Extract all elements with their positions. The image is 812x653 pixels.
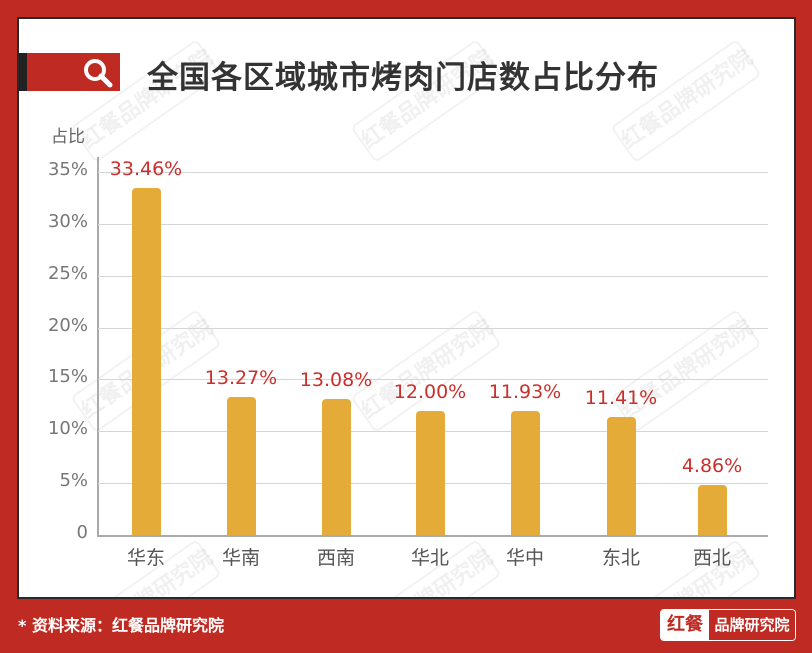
y-tick-label: 30% xyxy=(47,210,88,232)
y-tick-label: 35% xyxy=(47,159,88,180)
x-tick-label: 华东 xyxy=(126,547,165,569)
title-accent-dark-strip xyxy=(19,53,27,91)
bar-3 xyxy=(415,410,445,535)
bar-5 xyxy=(606,416,636,535)
y-tick-label: 25% xyxy=(47,262,88,284)
y-axis-line xyxy=(97,157,99,537)
gridline xyxy=(98,327,768,329)
y-tick-label: 20% xyxy=(47,314,88,336)
title-accent-bar xyxy=(19,53,120,91)
search-icon xyxy=(84,59,113,88)
x-tick-label: 西南 xyxy=(316,547,355,569)
bar-value-label: 11.93% xyxy=(488,381,562,404)
x-tick-label: 西北 xyxy=(692,547,731,569)
gridline xyxy=(98,172,768,173)
bar-4 xyxy=(510,411,540,535)
x-tick-label: 华南 xyxy=(221,547,260,569)
bar-value-label: 4.86% xyxy=(681,454,743,477)
gridline xyxy=(98,379,768,381)
x-tick-label: 东北 xyxy=(601,547,640,569)
y-tick-label: 15% xyxy=(47,366,88,388)
chart-panel: 红餐品牌研究院红餐品牌研究院红餐品牌研究院红餐品牌研究院红餐品牌研究院红餐品牌研… xyxy=(17,17,796,599)
x-tick-label: 华北 xyxy=(410,547,449,569)
bar-value-label: 13.27% xyxy=(204,367,278,390)
logo-left-text: 红餐 xyxy=(661,610,709,640)
y-tick-label: 5% xyxy=(59,470,88,492)
bar-0 xyxy=(131,187,161,535)
bar-value-label: 13.08% xyxy=(299,369,373,392)
source-note: * 资料来源：红餐品牌研究院 xyxy=(18,616,224,635)
bar-6 xyxy=(697,484,727,535)
x-axis-line xyxy=(97,535,768,537)
bar-value-label: 11.41% xyxy=(584,386,658,409)
gridline xyxy=(98,275,768,277)
brand-logo: 红餐 品牌研究院 xyxy=(660,609,796,641)
y-axis-label: 占比 xyxy=(51,127,85,147)
bar-value-label: 33.46% xyxy=(109,157,183,180)
x-tick-label: 华中 xyxy=(505,547,544,569)
chart-title: 全国各区域城市烤肉门店数占比分布 xyxy=(147,60,659,96)
gridline xyxy=(98,223,768,225)
bar-2 xyxy=(321,399,351,535)
y-tick-label: 10% xyxy=(47,418,88,440)
bar-value-label: 12.00% xyxy=(393,380,467,403)
y-tick-label: 0 xyxy=(76,522,88,543)
logo-right-text: 品牌研究院 xyxy=(709,610,795,640)
bar-1 xyxy=(226,397,256,535)
